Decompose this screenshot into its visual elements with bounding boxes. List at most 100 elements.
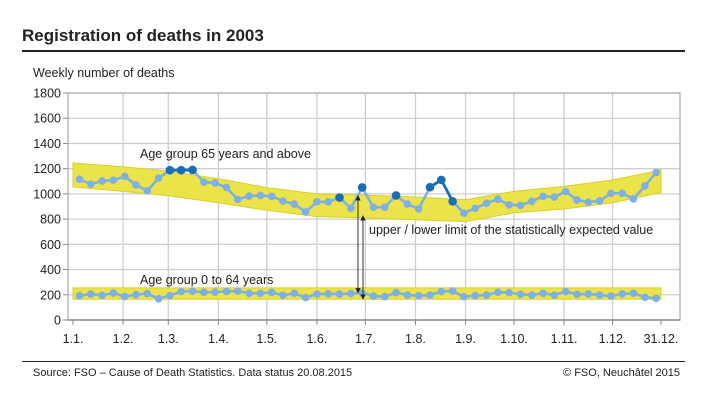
data-point: [414, 291, 423, 300]
data-point: [120, 292, 129, 301]
expected-band: [72, 162, 662, 223]
data-point: [166, 291, 174, 300]
data-point: [437, 287, 446, 296]
data-point: [98, 291, 106, 300]
y-axis-label: Weekly number of deaths: [33, 66, 175, 80]
data-point: [550, 291, 559, 299]
x-tick-label: 1.3.: [158, 332, 179, 346]
data-point: [471, 204, 480, 213]
data-point: [482, 291, 491, 299]
annotations: Age group 65 years and above Age group 0 …: [140, 147, 653, 300]
data-point: [358, 289, 366, 297]
chart-title: Registration of deaths in 2003: [22, 26, 264, 45]
data-point: [527, 291, 536, 299]
data-point: [233, 195, 242, 204]
data-point-above-expected: [165, 165, 175, 175]
data-point: [109, 176, 118, 184]
data-point: [380, 203, 389, 212]
data-point: [584, 290, 593, 298]
data-point: [267, 288, 276, 297]
data-point: [256, 289, 265, 298]
x-tick-label: 1.2.: [113, 332, 134, 346]
data-point: [550, 193, 559, 201]
data-point: [460, 292, 468, 301]
y-tick-label: 0: [54, 314, 61, 328]
data-point: [256, 191, 265, 200]
data-point: [629, 195, 638, 203]
data-point: [516, 290, 525, 299]
data-point: [313, 290, 321, 298]
data-point: [618, 189, 627, 198]
data-point: [641, 293, 649, 302]
data-point: [211, 179, 219, 187]
data-point: [471, 291, 480, 300]
series-label-65-plus: Age group 65 years and above: [140, 147, 311, 161]
source-note: Source: FSO – Cause of Death Statistics.…: [33, 367, 353, 379]
data-point: [109, 289, 118, 297]
x-tick-label: 1.10.: [500, 332, 528, 346]
data-point: [505, 288, 513, 297]
x-tick-label: 1.6.: [306, 332, 327, 346]
y-tick-label: 1000: [33, 187, 61, 201]
data-point-above-expected: [448, 197, 457, 206]
y-tick-label: 400: [40, 263, 61, 277]
data-point: [494, 195, 502, 203]
data-point: [267, 192, 276, 201]
data-point: [527, 197, 536, 206]
data-point-above-expected: [437, 175, 446, 185]
data-point: [279, 291, 287, 300]
data-point: [448, 287, 457, 295]
data-point-above-expected: [425, 182, 435, 192]
series-line: [79, 289, 657, 301]
data-point: [233, 287, 242, 295]
data-point: [595, 197, 604, 205]
data-point: [290, 289, 299, 298]
data-point: [335, 290, 344, 298]
data-point: [313, 198, 321, 206]
series-label-0-64: Age group 0 to 64 years: [140, 273, 273, 287]
data-point: [505, 201, 513, 209]
data-point: [460, 209, 468, 217]
data-point: [482, 199, 491, 208]
data-point: [177, 287, 186, 296]
limit-annotation-text: upper / lower limit of the statistically…: [369, 223, 653, 237]
data-point: [301, 208, 310, 216]
data-point: [222, 287, 231, 296]
data-point: [539, 192, 547, 201]
data-point: [86, 180, 95, 188]
data-point: [154, 295, 163, 303]
data-point: [347, 204, 355, 213]
data-point: [98, 177, 106, 185]
data-point: [403, 291, 412, 299]
data-point: [652, 294, 660, 303]
data-point: [641, 182, 649, 190]
x-tick-label: 1.12.: [599, 332, 627, 346]
data-point: [618, 290, 627, 298]
data-point: [143, 187, 152, 195]
data-point: [573, 196, 581, 204]
data-point-above-expected: [357, 183, 367, 192]
y-tick-label: 600: [40, 238, 61, 252]
data-point: [245, 192, 253, 200]
data-point-above-expected: [335, 193, 344, 202]
data-point-above-expected: [391, 191, 401, 200]
data-point: [154, 174, 163, 182]
data-point: [607, 189, 615, 198]
data-point: [652, 168, 660, 177]
data-point: [200, 288, 208, 297]
data-point: [426, 291, 434, 299]
data-point: [143, 289, 152, 298]
copyright-note: © FSO, Neuchâtel 2015: [563, 367, 680, 379]
y-tick-label: 1600: [33, 112, 61, 126]
data-point: [188, 287, 197, 296]
data-point: [369, 292, 378, 300]
x-tick-label: 1.5.: [256, 332, 277, 346]
data-point: [120, 172, 129, 181]
data-point: [607, 292, 615, 300]
data-point: [347, 289, 355, 298]
data-point: [290, 200, 299, 208]
data-point: [403, 200, 412, 208]
x-tick-label: 31.12.: [644, 332, 679, 346]
data-point-above-expected: [176, 165, 186, 175]
